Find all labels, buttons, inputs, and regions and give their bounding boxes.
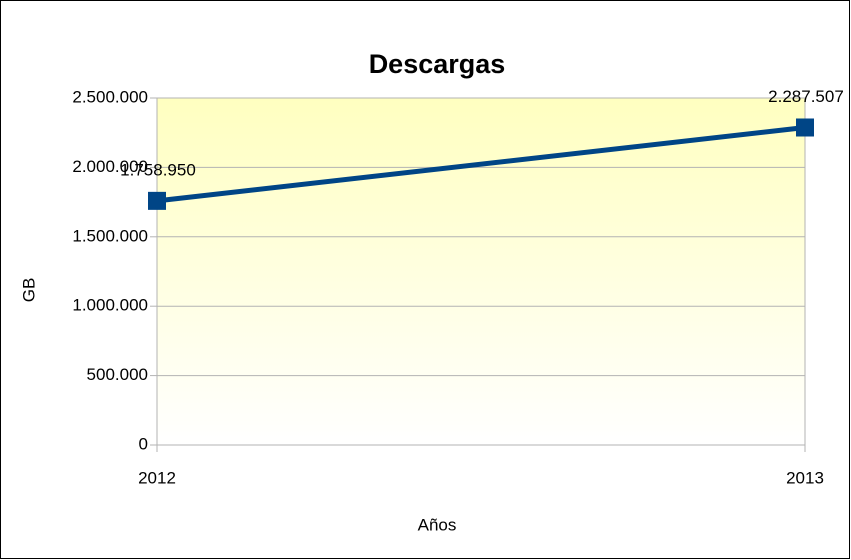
x-axis-label: Años [418, 515, 457, 534]
y-tick-label: 0 [139, 434, 148, 453]
y-axis-label: GB [19, 278, 38, 303]
chart-title: Descargas [369, 49, 506, 79]
data-label: 1.758.950 [120, 160, 196, 179]
x-tick-label: 2013 [786, 468, 824, 487]
data-marker [796, 118, 814, 137]
data-line [156, 125, 806, 204]
x-tick-label: 2012 [138, 468, 176, 487]
y-tick-label: 2.000.000 [72, 157, 148, 176]
y-tick-label: 2.500.000 [72, 87, 148, 106]
data-marker [148, 191, 166, 210]
data-label: 2.287.507 [768, 87, 844, 106]
y-tick-label: 500.000 [87, 365, 148, 384]
y-tick-label: 1.000.000 [72, 296, 148, 315]
y-tick-label: 1.500.000 [72, 226, 148, 245]
plot-area [156, 97, 806, 446]
